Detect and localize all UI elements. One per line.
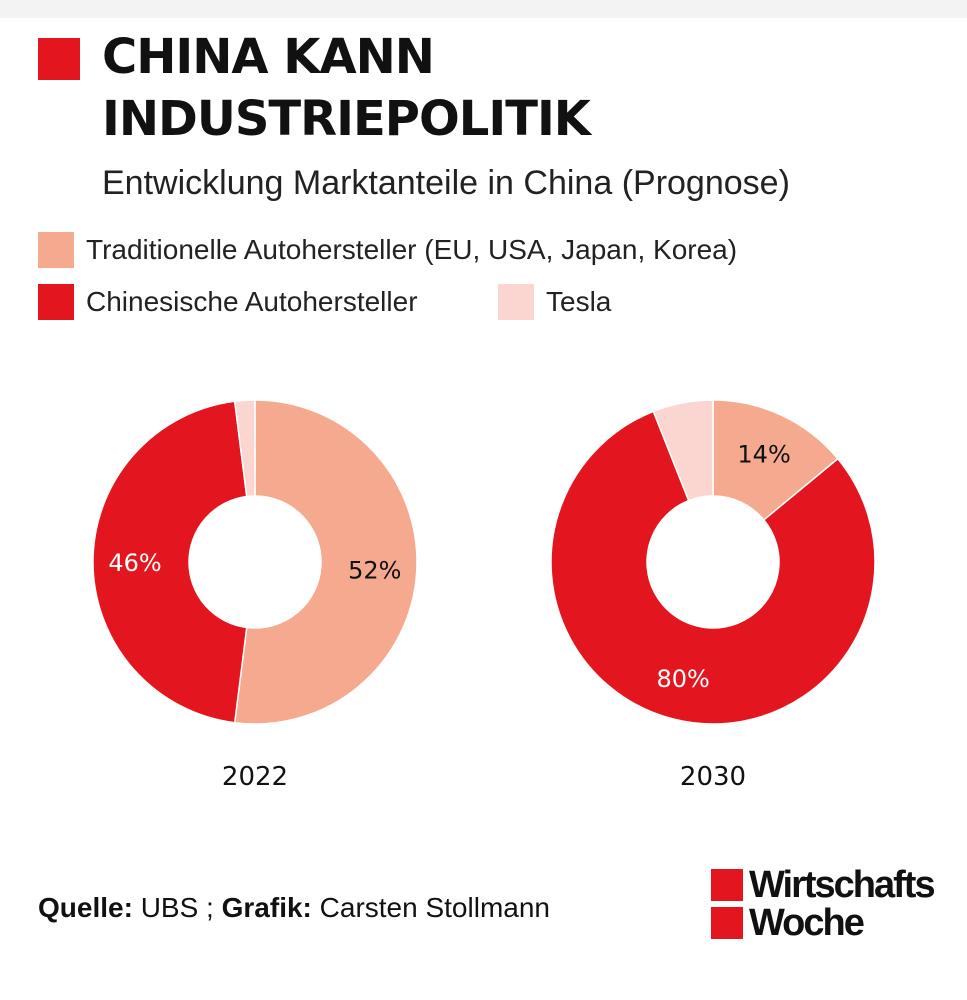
donut-2022-data-label-0: 52% (348, 557, 401, 585)
donut-charts-svg: 52% 46% 2022 14% 80% 2030 (92, 399, 876, 792)
legend-swatch-tesla (498, 284, 534, 320)
title-accent-square (38, 38, 80, 80)
logo-square-2 (711, 907, 743, 939)
chart-title: CHINA KANN INDUSTRIEPOLITIK (102, 29, 591, 147)
legend-label-chinese: Chinesische Autohersteller (86, 286, 418, 317)
legend-item-tesla: Tesla (498, 284, 611, 320)
legend-swatch-traditional (38, 232, 74, 268)
donut-2022-year-label: 2022 (222, 762, 288, 792)
legend-label-tesla: Tesla (546, 286, 612, 317)
donut-2030-data-label-0: 14% (737, 440, 790, 468)
logo-row-1: Wirtschafts (711, 864, 936, 906)
top-bar (0, 0, 967, 18)
logo-text-1: Wirtschafts (749, 864, 936, 906)
source-label: Quelle: (38, 892, 133, 923)
chart-subtitle: Entwicklung Marktanteile in China (Progn… (102, 164, 790, 202)
legend-item-chinese: Chinesische Autohersteller (38, 284, 418, 320)
graphic-label: Grafik: (221, 892, 312, 923)
logo-text-2: Woche (749, 902, 865, 944)
legend-item-traditional: Traditionelle Autohersteller (EU, USA, J… (38, 232, 737, 268)
donut-2030-slice-tesla (652, 399, 714, 502)
donut-2030-slice-chinesische (550, 410, 876, 725)
logo-square-1 (711, 869, 743, 901)
donut-2022-slice-tesla (233, 399, 256, 498)
donut-2022-data-label-1: 46% (108, 549, 161, 577)
legend-label-traditional: Traditionelle Autohersteller (EU, USA, J… (86, 234, 738, 265)
donut-2030-data-label-1: 80% (656, 665, 709, 693)
legend-swatch-chinese (38, 284, 74, 320)
donut-2030-year-label: 2030 (680, 762, 746, 792)
donut-2022-slice-chinesische (92, 400, 248, 724)
donut-2030-slice-traditionelle (712, 399, 839, 521)
donut-2022-slice-traditionelle (233, 399, 418, 725)
footer-credits: Quelle: UBS ; Grafik: Carsten Stollmann (38, 892, 550, 924)
graphic-value: Carsten Stollmann (319, 892, 550, 923)
source-value: UBS ; (140, 892, 214, 923)
logo-row-2: Woche (711, 904, 934, 942)
charts-area: 52% 46% 2022 14% 80% 2030 (0, 380, 967, 800)
wirtschaftswoche-logo: Wirtschafts Woche (711, 864, 936, 942)
